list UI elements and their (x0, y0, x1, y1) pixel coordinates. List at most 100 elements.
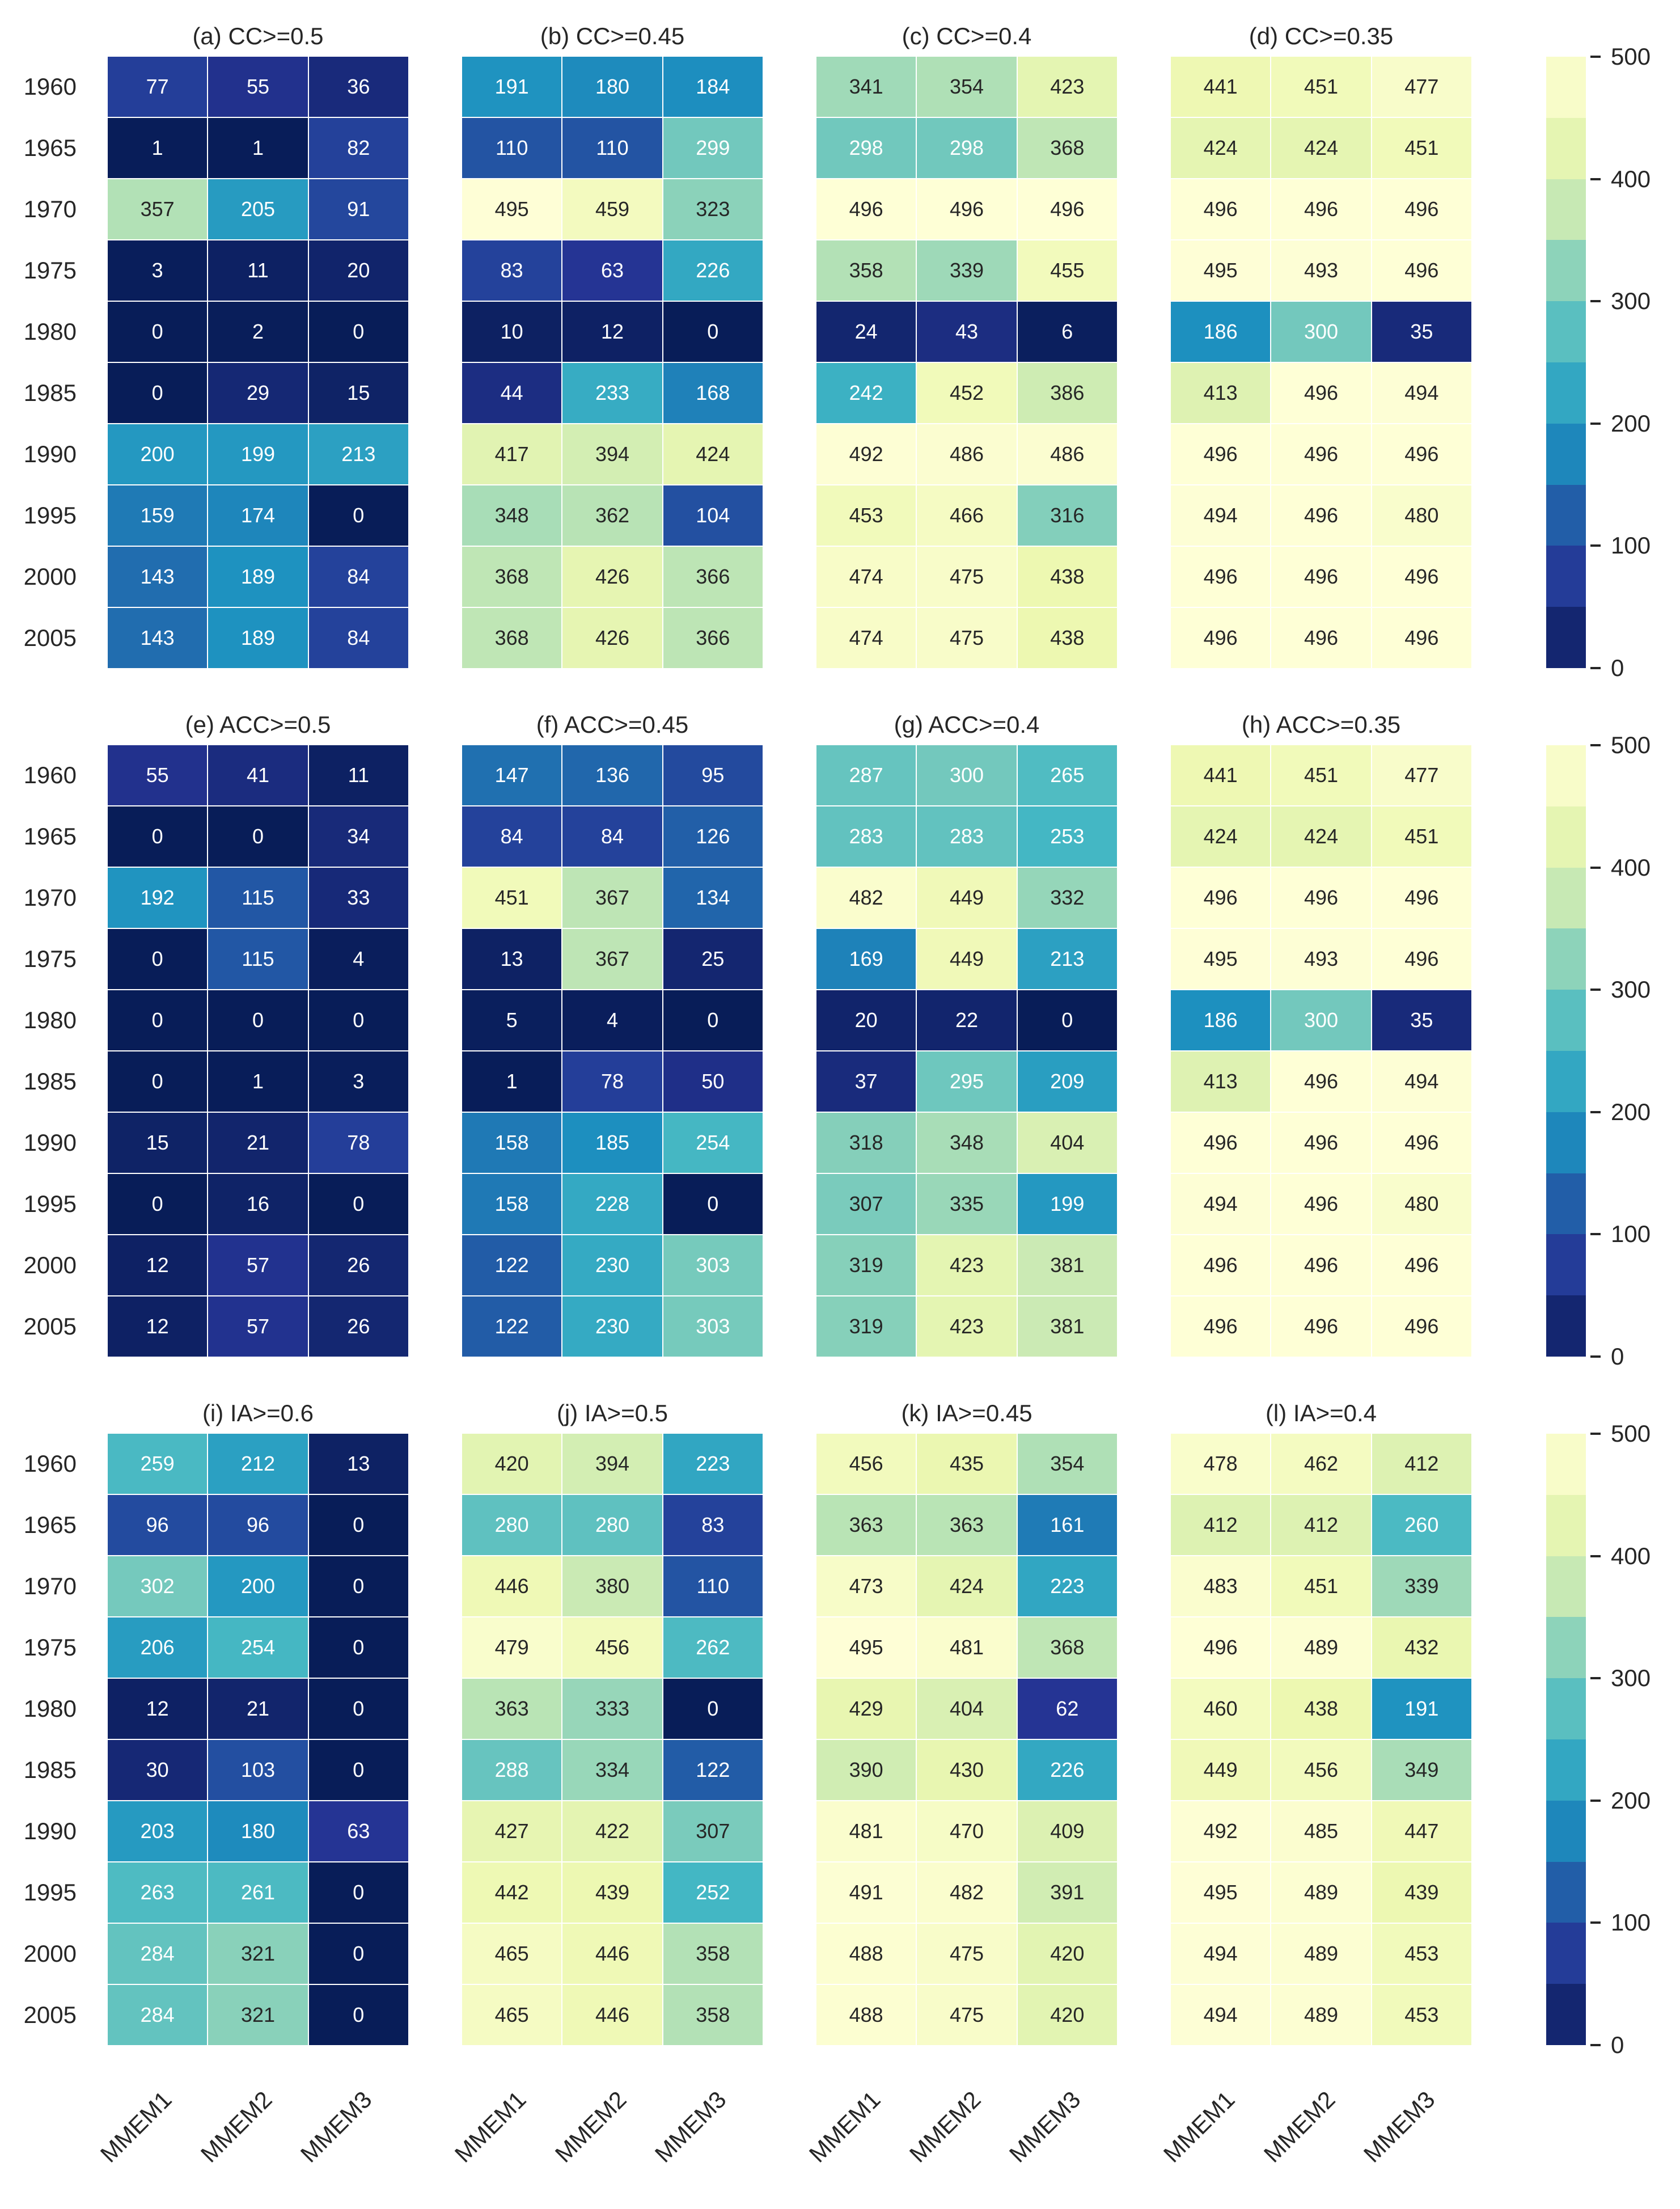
heatmap-cell: 492 (816, 424, 916, 484)
heatmap-cell: 451 (1372, 806, 1471, 867)
heatmap-cell: 16 (208, 1174, 308, 1234)
heatmap-cell: 103 (208, 1740, 308, 1800)
colorbar-tick-label: 100 (1611, 1220, 1651, 1248)
heatmap-cell: 496 (1171, 547, 1271, 607)
colorbar: 500 400 300 200 100 0 (1546, 1389, 1680, 2058)
heatmap-panel: (g) ACC>=0.4 287 300 265 283 283 253 482 449 332 1… (816, 701, 1117, 1357)
heatmap-cell: 482 (816, 868, 916, 928)
colorbar-tick-label: 500 (1611, 43, 1651, 70)
heatmap-cell: 1 (462, 1051, 562, 1112)
heatmap-cell: 334 (562, 1740, 662, 1800)
heatmap-cell: 496 (1372, 547, 1471, 607)
heatmap-cell: 200 (108, 424, 208, 484)
heatmap-cell: 307 (816, 1174, 916, 1234)
panel-title: (h) ACC>=0.35 (1241, 711, 1401, 738)
heatmap-cell: 0 (308, 1740, 408, 1800)
heatmap-cell: 453 (1372, 1985, 1471, 2045)
heatmap-cell: 25 (663, 929, 763, 989)
heatmap-cell: 496 (1271, 547, 1371, 607)
heatmap-cell: 283 (917, 806, 1017, 867)
heatmap-cell: 0 (663, 302, 763, 362)
colorbar-tick-area: 500 400 300 200 100 0 (1586, 732, 1680, 1370)
colorbar-band (1546, 1923, 1586, 1984)
colorbar-tick-label: 300 (1611, 288, 1651, 315)
heatmap-cell: 475 (917, 547, 1017, 607)
colorbar-band (1546, 240, 1586, 302)
heatmap-cell: 496 (1372, 240, 1471, 301)
heatmap-cell: 496 (1271, 424, 1371, 484)
heatmap-cell: 496 (1372, 868, 1471, 928)
heatmap-cell: 0 (663, 990, 763, 1050)
year-label: 1975 (23, 1634, 77, 1661)
heatmap-grid: 478 462 412 412 412 260 483 451 339 496 489 432 460 4… (1171, 1434, 1471, 2045)
panel-title: (l) IA>=0.4 (1265, 1400, 1377, 1426)
heatmap-cell: 0 (308, 1679, 408, 1739)
heatmap-cell: 319 (816, 1235, 916, 1295)
heatmap-cell: 335 (917, 1174, 1017, 1234)
heatmap-cell: 333 (562, 1679, 662, 1739)
colorbar-gradient (1546, 745, 1586, 1357)
heatmap-cell: 280 (562, 1495, 662, 1555)
heatmap-cell: 496 (1271, 485, 1371, 546)
colorbar-band (1546, 806, 1586, 868)
colorbar-tick (1590, 1555, 1601, 1557)
heatmap-cell: 134 (663, 868, 763, 928)
heatmap-cell: 456 (816, 1434, 916, 1494)
colorbar-band (1546, 362, 1586, 424)
colorbar-tick (1590, 1921, 1601, 1924)
heatmap-cell: 341 (816, 57, 916, 117)
heatmap-cell: 15 (308, 363, 408, 423)
heatmap-panel: (d) CC>=0.35 441 451 477 424 424 451 496 496 496 4… (1171, 12, 1471, 668)
heatmap-cell: 4 (308, 929, 408, 989)
heatmap-cell: 477 (1372, 57, 1471, 117)
colorbar-tick-label: 200 (1611, 1098, 1651, 1125)
heatmap-cell: 494 (1372, 363, 1471, 423)
colorbar-tick-label: 0 (1611, 2031, 1624, 2058)
x-axis-panel: MMEM1 MMEM2 MMEM3 (450, 2078, 763, 2197)
heatmap-cell: 496 (1171, 1113, 1271, 1173)
colorbar-band (1546, 1617, 1586, 1679)
heatmap-cell: 358 (663, 1985, 763, 2045)
heatmap-cell: 474 (816, 547, 916, 607)
year-label: 1995 (23, 1879, 77, 1906)
heatmap-cell: 143 (108, 547, 208, 607)
heatmap-cell: 287 (816, 745, 916, 805)
heatmap-cell: 422 (562, 1801, 662, 1861)
heatmap-cell: 426 (562, 608, 662, 668)
heatmap-cell: 13 (308, 1434, 408, 1494)
heatmap-cell: 368 (462, 608, 562, 668)
heatmap-cell: 11 (308, 745, 408, 805)
heatmap-cell: 0 (308, 1174, 408, 1234)
heatmap-cell: 15 (108, 1113, 208, 1173)
heatmap-cell: 358 (663, 1924, 763, 1984)
heatmap-cell: 36 (308, 57, 408, 117)
colorbar-tick-label: 100 (1611, 1909, 1651, 1936)
heatmap-cell: 496 (1271, 363, 1371, 423)
heatmap-cell: 230 (562, 1235, 662, 1295)
heatmap-cell: 169 (816, 929, 916, 989)
year-label: 2000 (23, 1940, 77, 1967)
heatmap-cell: 223 (1017, 1556, 1117, 1616)
heatmap-cell: 212 (208, 1434, 308, 1494)
heatmap-cell: 0 (308, 485, 408, 546)
heatmap-cell: 318 (816, 1113, 916, 1173)
heatmap-cell: 0 (308, 1862, 408, 1923)
heatmap-cell: 439 (562, 1862, 662, 1923)
heatmap-grid: 55 41 11 0 0 34 192 115 33 0 115 4 0 0 0 0 1 3 15 21 78 0 16 0 1… (108, 745, 408, 1357)
colorbar-gradient (1546, 57, 1586, 668)
heatmap-cell: 426 (562, 547, 662, 607)
colorbar-band (1546, 1984, 1586, 2045)
heatmap-cell: 459 (562, 179, 662, 239)
heatmap-cell: 496 (1171, 868, 1271, 928)
heatmap-cell: 191 (462, 57, 562, 117)
heatmap-cell: 424 (1271, 118, 1371, 178)
heatmap-cell: 57 (208, 1235, 308, 1295)
heatmap-cell: 488 (816, 1924, 916, 1984)
heatmap-cell: 0 (108, 1174, 208, 1234)
x-axis-label: MMEM3 (295, 2086, 377, 2168)
heatmap-cell: 496 (1372, 1113, 1471, 1173)
heatmap-cell: 496 (1171, 608, 1271, 668)
heatmap-cell: 386 (1017, 363, 1117, 423)
panel-title: (k) IA>=0.45 (901, 1400, 1032, 1426)
